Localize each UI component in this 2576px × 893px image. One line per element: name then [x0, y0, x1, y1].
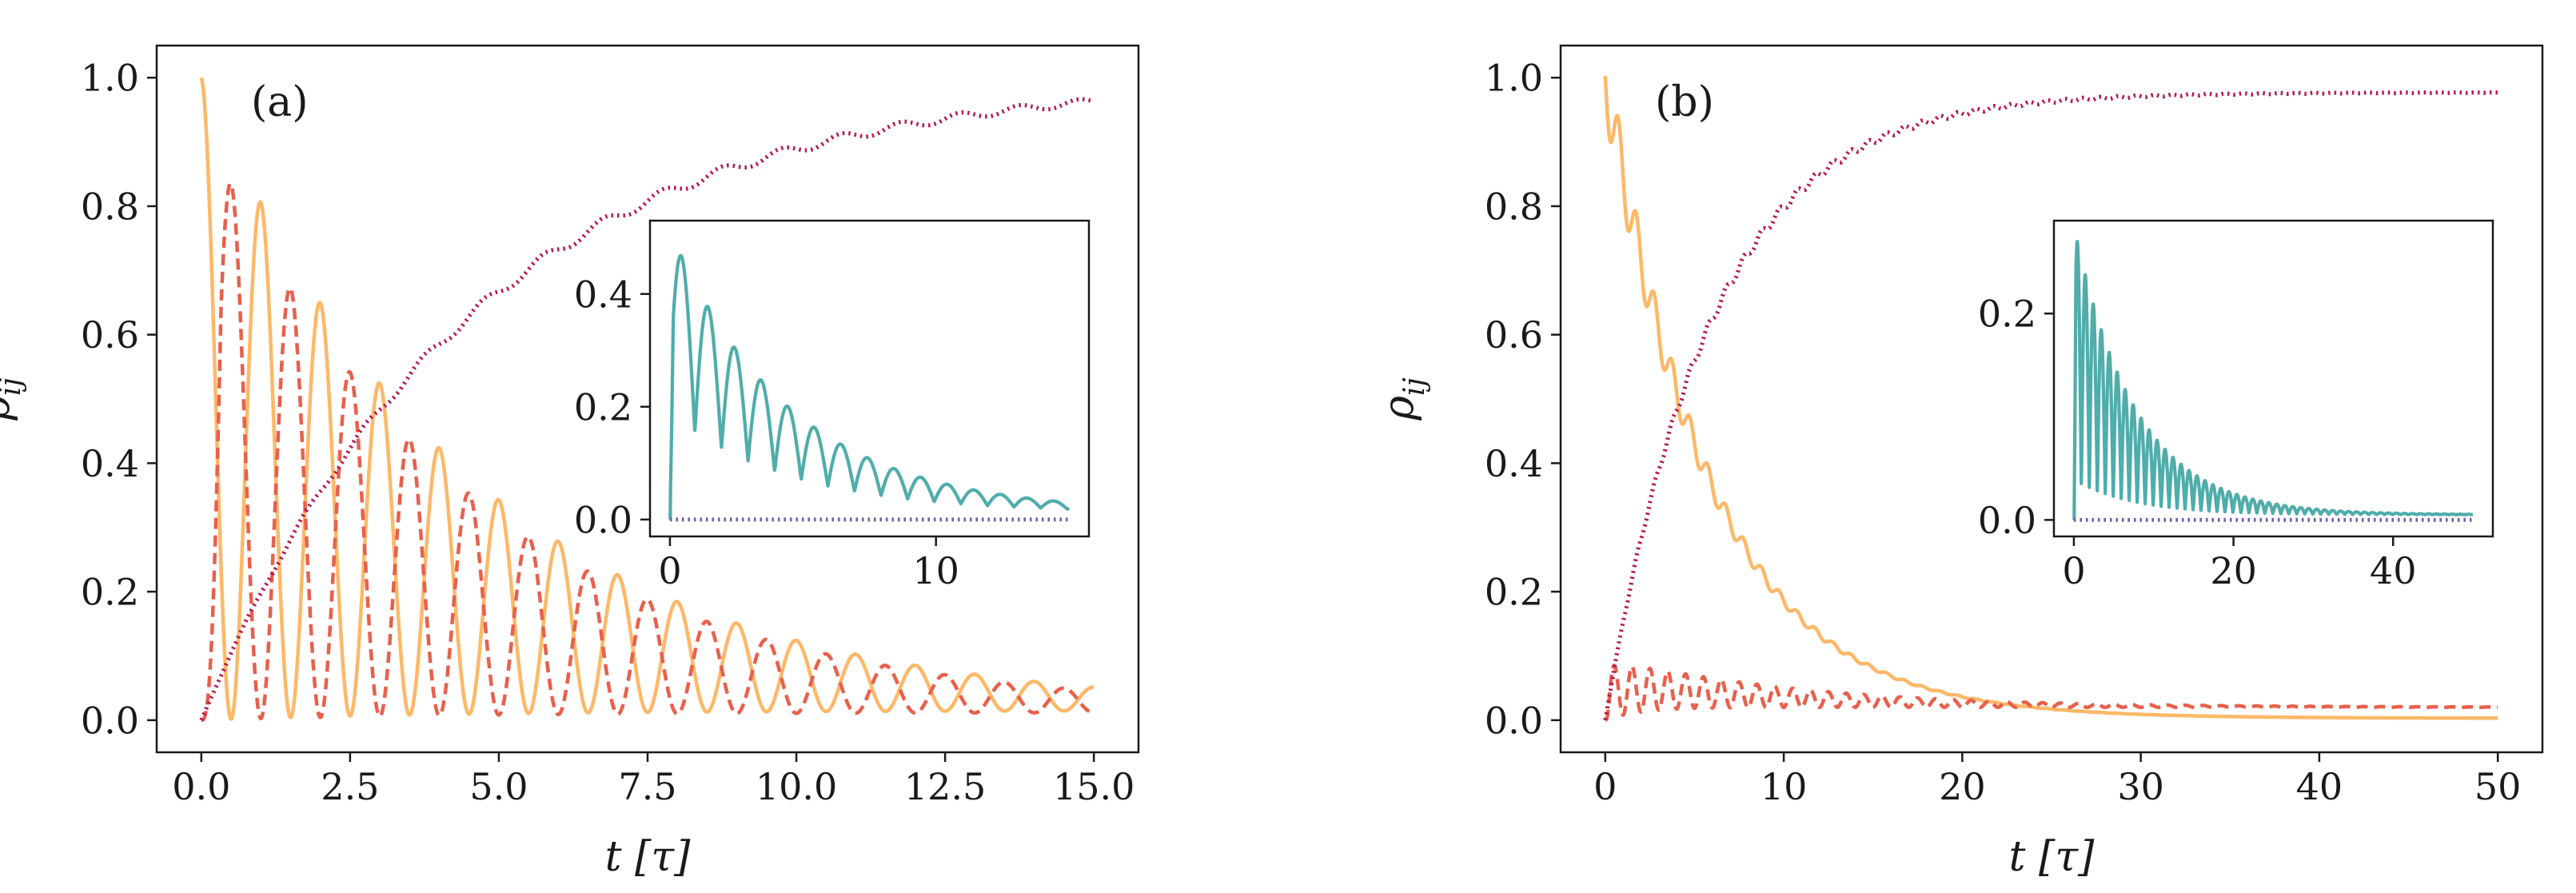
b-xtick-label: 0: [1593, 765, 1617, 808]
b-ytick-label: 0.0: [1485, 699, 1543, 742]
b-inset-xtick-label: 40: [2370, 549, 2417, 592]
a-ytick-label: 0.6: [81, 313, 139, 357]
panel-a: 0.0 2.5 5.0 7.5 10.0 12.5 15.0 0.0 0.2 0.4 0.6 0.8 1…: [0, 44, 1140, 881]
a-inset-series-group: [668, 253, 1071, 522]
a-xtick-label: 15.0: [1053, 765, 1134, 808]
a-inset-frame: [648, 219, 1091, 538]
a-panel-label: (a): [251, 78, 309, 126]
b-inset-xtick-label: 0: [2062, 549, 2085, 592]
b-ylabel: ρij: [1375, 377, 1431, 421]
a-inset-ytick-label: 0.0: [574, 498, 632, 541]
a-inset-solid-teal-line: [668, 253, 1071, 521]
a-ytick-label: 0.0: [81, 699, 139, 742]
a-inset-ytick-label: 0.2: [574, 385, 632, 429]
b-panel-label: (b): [1655, 78, 1714, 126]
a-solid-orange-line: [199, 77, 1095, 721]
a-inset-ytick-label: 0.4: [574, 273, 632, 316]
b-xtick-label: 20: [1939, 765, 1986, 808]
b-inset-xtick-label: 20: [2210, 549, 2257, 592]
b-inset-series-group: [2072, 240, 2475, 522]
b-inset-ytick-label: 0.2: [1978, 293, 2036, 336]
b-frame: [1559, 44, 2544, 754]
a-ytick-label: 0.2: [81, 571, 139, 614]
a-xtick-label: 5.0: [469, 765, 528, 808]
b-xtick-label: 40: [2296, 765, 2343, 808]
b-xtick-label: 30: [2117, 765, 2164, 808]
a-xtick-label: 2.5: [321, 765, 379, 808]
a-ytick-label: 0.8: [81, 185, 139, 228]
a-inset: 0 10 0.0 0.2 0.4: [574, 219, 1091, 592]
a-inset-xtick-label: 10: [912, 549, 959, 592]
b-ytick-label: 1.0: [1485, 57, 1543, 100]
b-ytick-label: 0.4: [1485, 442, 1543, 485]
a-xtick-label: 10.0: [756, 765, 837, 808]
a-xlabel: t [τ]: [605, 833, 691, 881]
a-dotted-crimson-line: [199, 97, 1095, 721]
b-solid-orange-line: [1603, 75, 2499, 720]
a-inset-xtick-label: 0: [658, 549, 681, 592]
b-ytick-label: 0.6: [1485, 313, 1543, 357]
b-inset: 0 20 40 0.0 0.2: [1978, 219, 2494, 592]
b-dashed-red-line: [1604, 664, 2499, 722]
a-ytick-label: 1.0: [81, 57, 139, 100]
b-dotted-crimson-line: [1603, 90, 2499, 721]
b-xtick-label: 50: [2474, 765, 2522, 808]
b-ytick-label: 0.2: [1485, 571, 1543, 614]
a-dashed-red-line: [200, 181, 1095, 723]
b-xtick-label: 10: [1761, 765, 1808, 808]
a-ytick-label: 0.4: [81, 442, 139, 485]
panel-b: 0 10 20 30 40 50 0.0 0.2 0.4 0.6 0.8 1.0 (b) t [τ] ρij…: [1375, 44, 2544, 881]
a-xtick-label: 7.5: [618, 765, 676, 808]
b-xlabel: t [τ]: [2009, 833, 2095, 881]
a-ylabel: ρij: [0, 377, 27, 421]
b-inset-frame: [2052, 219, 2494, 538]
b-ytick-label: 0.8: [1485, 185, 1543, 228]
b-inset-ytick-label: 0.0: [1978, 499, 2036, 542]
a-xtick-label: 0.0: [172, 765, 230, 808]
b-inset-solid-teal-line: [2072, 240, 2474, 522]
a-series-group: [199, 77, 1095, 723]
b-series-group: [1603, 75, 2499, 722]
a-xtick-label: 12.5: [904, 765, 986, 808]
